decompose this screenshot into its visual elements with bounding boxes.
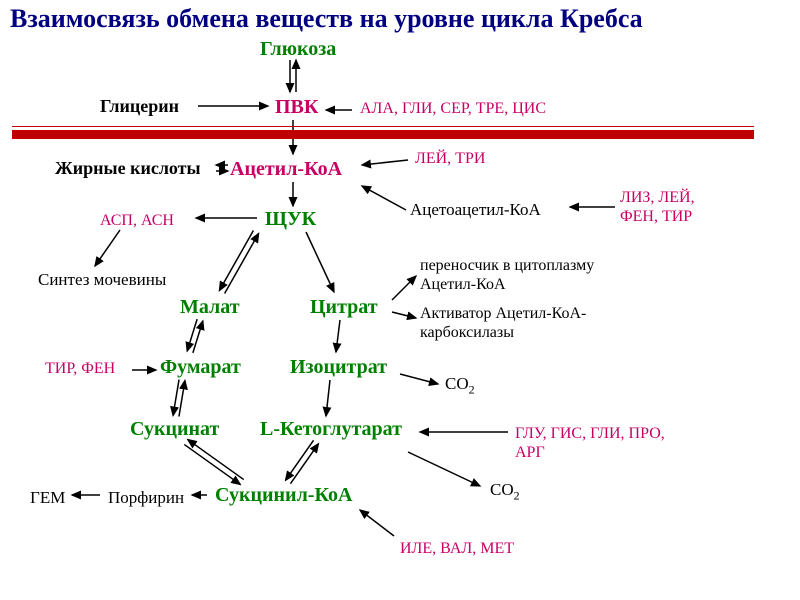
page-title: Взаимосвязь обмена веществ на уровне цик… xyxy=(10,4,643,34)
node-pvk: ПВК xyxy=(275,96,318,119)
node-glycerin: Глицерин xyxy=(100,96,179,117)
node-isocitrat: Изоцитрат xyxy=(290,356,387,379)
node-asp: АСП, АСН xyxy=(100,212,174,230)
node-co2b: CO2 xyxy=(490,480,520,503)
node-lei-tri: ЛЕЙ, ТРИ xyxy=(415,150,485,168)
node-lis: ЛИЗ, ЛЕЙ, ФЕН, ТИР xyxy=(620,188,730,226)
node-glucose: Глюкоза xyxy=(260,38,336,61)
node-fumarat: Фумарат xyxy=(160,356,241,379)
node-co2a: CO2 xyxy=(445,374,475,397)
node-glu: ГЛУ, ГИС, ГЛИ, ПРО, АРГ xyxy=(515,424,665,462)
node-carrier: переносчик в цитоплазму Ацетил-КоА xyxy=(420,256,650,294)
node-porphyrin: Порфирин xyxy=(108,488,184,508)
node-ile: ИЛЕ, ВАЛ, МЕТ xyxy=(400,540,514,558)
divider-line xyxy=(12,126,754,127)
node-urea: Синтез мочевины xyxy=(38,270,166,290)
node-ala: АЛА, ГЛИ, СЕР, ТРЕ, ЦИС xyxy=(360,100,546,118)
node-lketo: L-Кетоглутарат xyxy=(260,418,402,441)
node-activator: Активатор Ацетил-КоА-карбоксилазы xyxy=(420,304,660,342)
node-malat: Малат xyxy=(180,296,240,319)
node-succinyl: Сукцинил-КоА xyxy=(215,484,352,507)
node-citrat: Цитрат xyxy=(310,296,378,319)
divider-bar xyxy=(12,130,754,139)
node-acetyl: Ацетил-КоА xyxy=(230,158,342,181)
node-fatty: Жирные кислоты xyxy=(55,158,201,179)
node-gem: ГЕМ xyxy=(30,488,65,508)
node-tyr-phen: ТИР, ФЕН xyxy=(45,360,115,378)
node-succinat: Сукцинат xyxy=(130,418,219,441)
node-shchuk: ЩУК xyxy=(265,208,316,231)
node-acetoacetyl: Ацетоацетил-КоА xyxy=(410,200,541,220)
